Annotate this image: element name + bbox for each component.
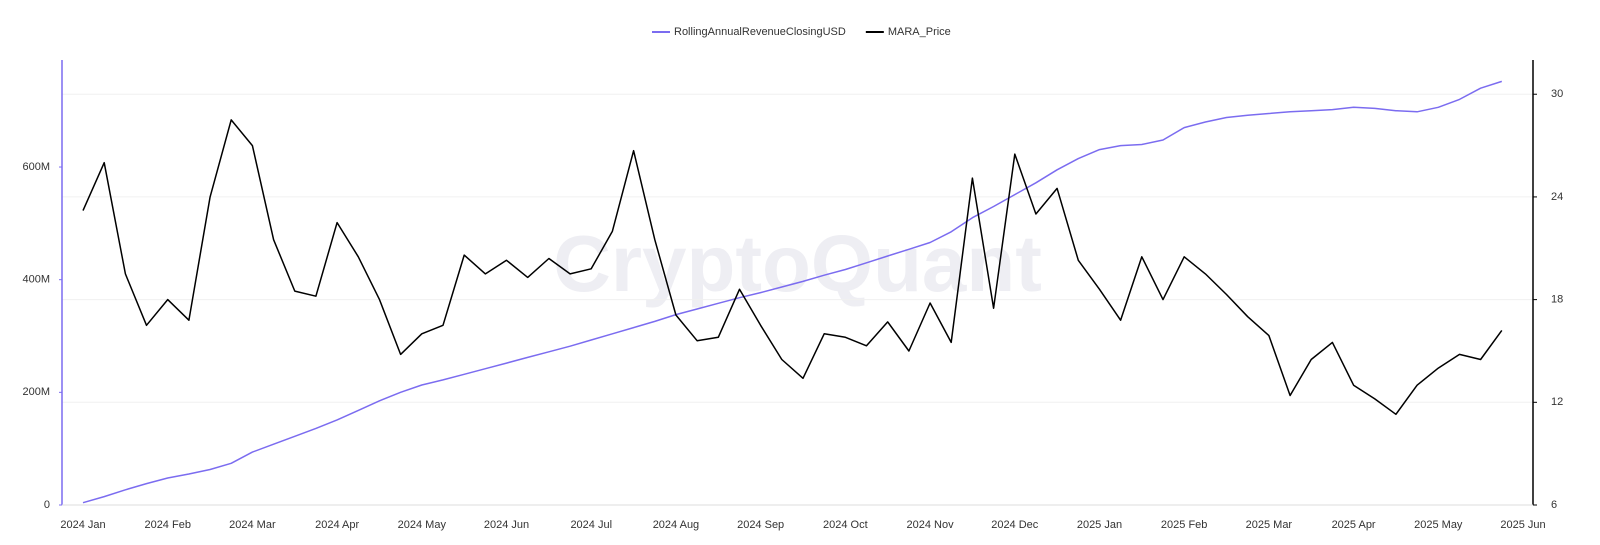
y2-tick-label: 12	[1551, 396, 1563, 408]
y-tick-label: 0	[44, 499, 50, 511]
x-tick-label: 2024 Jul	[570, 519, 612, 531]
x-tick-label: 2024 Jan	[60, 519, 105, 531]
y2-tick-label: 6	[1551, 499, 1557, 511]
x-tick-label: 2024 Mar	[229, 519, 276, 531]
y2-tick-label: 30	[1551, 88, 1563, 100]
x-tick-label: 2024 Oct	[823, 519, 868, 531]
x-tick-label: 2024 Aug	[653, 519, 700, 531]
x-tick-label: 2025 Mar	[1246, 519, 1293, 531]
x-tick-label: 2024 Dec	[991, 519, 1039, 531]
watermark: CryptoQuant	[553, 219, 1042, 308]
x-tick-label: 2025 May	[1414, 519, 1463, 531]
x-tick-label: 2025 Jan	[1077, 519, 1122, 531]
x-tick-label: 2025 Feb	[1161, 519, 1207, 531]
x-tick-label: 2025 Jun	[1500, 519, 1545, 531]
y-tick-label: 400M	[22, 274, 50, 286]
x-tick-label: 2024 Jun	[484, 519, 529, 531]
y2-tick-label: 18	[1551, 294, 1563, 306]
x-tick-label: 2024 May	[398, 519, 447, 531]
y-tick-label: 600M	[22, 161, 50, 173]
y2-tick-label: 24	[1551, 191, 1563, 203]
x-tick-label: 2025 Apr	[1332, 519, 1376, 531]
series-line	[82, 80, 1503, 504]
legend-label: RollingAnnualRevenueClosingUSD	[674, 26, 846, 38]
x-tick-label: 2024 Sep	[737, 519, 784, 531]
y-tick-label: 200M	[22, 386, 50, 398]
legend-label: MARA_Price	[888, 26, 951, 38]
x-tick-label: 2024 Feb	[144, 519, 190, 531]
series-line	[82, 119, 1503, 416]
x-tick-label: 2024 Apr	[315, 519, 359, 531]
x-tick-label: 2024 Nov	[907, 519, 955, 531]
